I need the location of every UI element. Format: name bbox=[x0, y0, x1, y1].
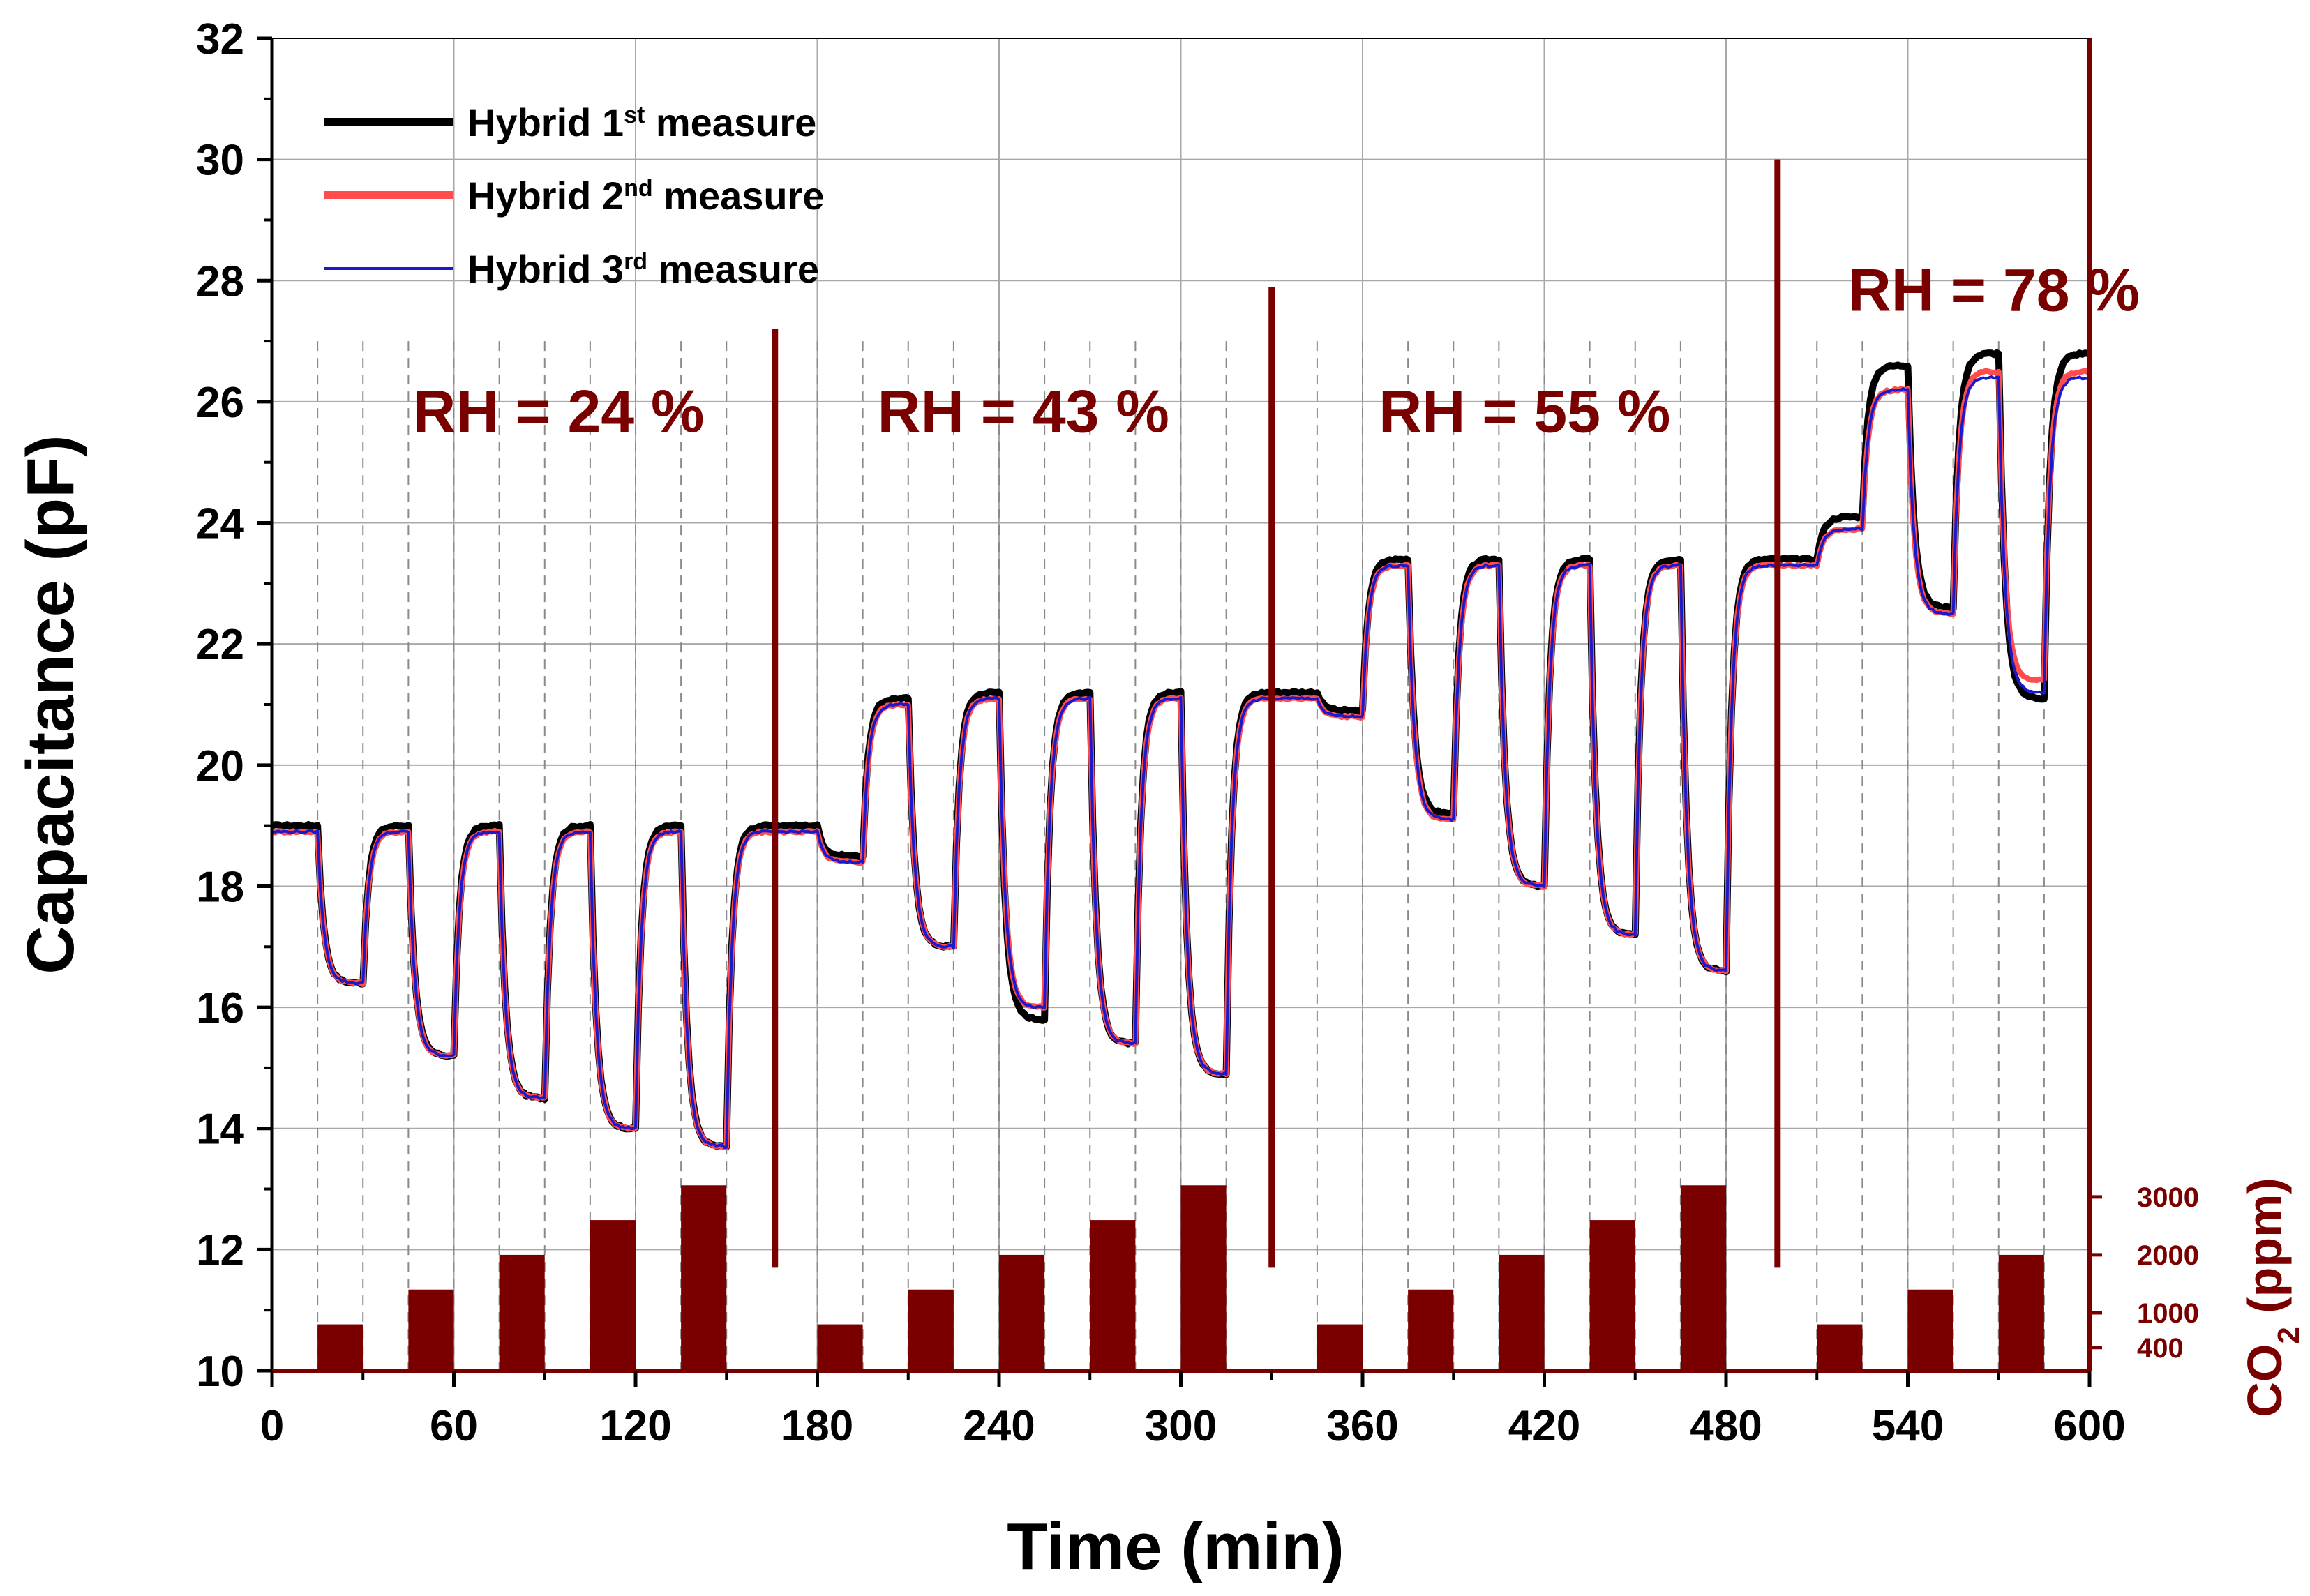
co2-bar bbox=[590, 1220, 636, 1371]
co2-bar bbox=[1499, 1254, 1545, 1371]
y-tick-label: 22 bbox=[196, 621, 244, 669]
x-tick-label: 360 bbox=[1326, 1402, 1398, 1450]
series-line bbox=[271, 349, 2089, 1151]
x-tick-label: 540 bbox=[1872, 1402, 1944, 1450]
y-tick-label: 16 bbox=[196, 984, 244, 1032]
y-tick-label: 24 bbox=[196, 500, 244, 548]
co2-bar bbox=[1998, 1254, 2044, 1371]
x-tick-label: 600 bbox=[2053, 1402, 2125, 1450]
y2-tick-label: 400 bbox=[2137, 1333, 2184, 1364]
x-tick-label: 60 bbox=[430, 1402, 478, 1450]
x-tick-label: 300 bbox=[1145, 1402, 1217, 1450]
co2-bar bbox=[1090, 1220, 1136, 1371]
rh-label: RH = 43 % bbox=[878, 378, 1169, 445]
y-tick-label: 20 bbox=[196, 742, 244, 790]
rh-label: RH = 78 % bbox=[1848, 257, 2140, 324]
co2-bar bbox=[408, 1289, 454, 1371]
co2-bar bbox=[1907, 1289, 1953, 1371]
axes bbox=[257, 36, 2102, 1387]
co2-bar bbox=[1317, 1324, 1363, 1371]
co2-bar bbox=[499, 1254, 545, 1371]
co2-event-lines bbox=[317, 341, 2045, 1371]
x-tick-label: 420 bbox=[1508, 1402, 1580, 1450]
y-tick-label: 12 bbox=[196, 1226, 244, 1274]
tick-labels: 10 12 14 16 18 20 22 24 26 28 30 32 0 60 120 180 240 300 3… bbox=[196, 15, 2199, 1450]
x-tick-label: 240 bbox=[963, 1402, 1035, 1450]
rh-labels: RH = 24 % RH = 43 % RH = 55 % RH = 78 % bbox=[412, 257, 2140, 446]
y-tick-label: 30 bbox=[196, 137, 244, 185]
co2-bar bbox=[681, 1185, 727, 1371]
series-line bbox=[271, 375, 2088, 1150]
x-tick-label: 0 bbox=[260, 1402, 284, 1450]
rh-dividers bbox=[772, 159, 1781, 1268]
y-tick-label: 32 bbox=[196, 15, 244, 63]
legend-entry: Hybrid 1st measure bbox=[467, 100, 816, 144]
y2-tick-label: 1000 bbox=[2137, 1298, 2199, 1329]
x-axis-title: Time (min) bbox=[1007, 1510, 1344, 1584]
co2-bar bbox=[1589, 1220, 1635, 1371]
x-tick-label: 480 bbox=[1690, 1402, 1762, 1450]
y2-tick-label: 2000 bbox=[2137, 1240, 2199, 1271]
co2-bar bbox=[317, 1324, 363, 1371]
legend: Hybrid 1st measure Hybrid 2nd measure Hybr… bbox=[324, 100, 825, 291]
co2-bar bbox=[999, 1254, 1045, 1371]
y-tick-label: 18 bbox=[196, 863, 244, 911]
legend-entry: Hybrid 2nd measure bbox=[467, 174, 825, 218]
co2-bar bbox=[908, 1289, 954, 1371]
legend-entry: Hybrid 3rd measure bbox=[467, 247, 819, 291]
co2-bar bbox=[1180, 1185, 1227, 1371]
series-lines bbox=[271, 349, 2090, 1151]
y-tick-label: 28 bbox=[196, 257, 244, 306]
y-tick-label: 10 bbox=[196, 1348, 244, 1396]
rh-label: RH = 55 % bbox=[1379, 378, 1670, 445]
co2-bar bbox=[1817, 1324, 1863, 1371]
x-tick-label: 120 bbox=[599, 1402, 671, 1450]
co2-bars bbox=[317, 1185, 2044, 1371]
co2-bar bbox=[1680, 1185, 1726, 1371]
y-tick-label: 14 bbox=[196, 1106, 244, 1154]
rh-label: RH = 24 % bbox=[412, 378, 704, 445]
co2-bar bbox=[817, 1324, 863, 1371]
x-tick-label: 180 bbox=[781, 1402, 853, 1450]
y-axis-title: Capacitance (pF) bbox=[13, 435, 88, 974]
y-tick-label: 26 bbox=[196, 379, 244, 427]
co2-bar bbox=[1408, 1289, 1454, 1371]
y2-tick-label: 3000 bbox=[2137, 1182, 2199, 1213]
